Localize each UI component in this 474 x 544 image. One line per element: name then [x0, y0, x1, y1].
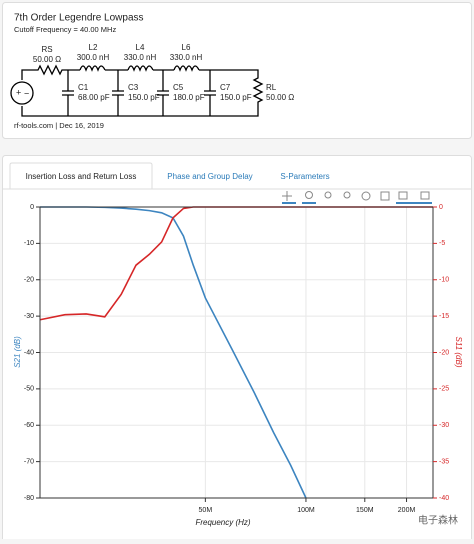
component-value: 300.0 nH	[77, 53, 110, 62]
svg-text:−: −	[24, 88, 29, 98]
subtitle: Cutoff Frequency = 40.00 MHz	[14, 25, 116, 34]
title: 7th Order Legendre Lowpass	[14, 13, 144, 24]
y2-tick-label: -30	[439, 422, 449, 429]
hover[interactable]	[398, 191, 408, 200]
hover[interactable]	[420, 191, 430, 200]
toolbar	[282, 191, 432, 204]
y2-tick-label: -25	[439, 386, 449, 393]
component-value: 50.00 Ω	[266, 93, 294, 102]
component-name: C7	[220, 83, 231, 92]
active-tab-border	[9, 162, 153, 189]
reset[interactable]	[361, 191, 371, 201]
x-tick-label: 200M	[398, 507, 416, 514]
chart-card	[2, 155, 472, 544]
y2-tick-label: -5	[439, 240, 445, 247]
component-value: 330.0 nH	[124, 53, 157, 62]
y-tick-label: -40	[24, 349, 34, 356]
component-name: L6	[182, 43, 191, 52]
y-tick-label: 0	[30, 204, 34, 211]
y2-tick-label: -20	[439, 349, 449, 356]
zoom-in[interactable]	[324, 191, 332, 199]
x-tick-label: 150M	[356, 507, 374, 514]
footer: rf-tools.com | Dec 16, 2019	[14, 121, 104, 130]
x-tick-label: 50M	[199, 507, 213, 514]
y2-tick-label: -40	[439, 495, 449, 502]
tab[interactable]: Insertion Loss and Return Loss	[26, 172, 137, 181]
x-tick-label: 100M	[297, 507, 315, 514]
y-tick-label: -80	[24, 495, 34, 502]
component-value: 330.0 nH	[170, 53, 203, 62]
watermark: 电子森林	[418, 514, 458, 527]
y2-axis-label: S11 (dB)	[454, 337, 463, 368]
y-tick-label: -30	[24, 313, 34, 320]
x-axis-label: Frequency (Hz)	[195, 518, 250, 527]
svg-text:+: +	[16, 87, 21, 97]
y-axis-label: S21 (dB)	[13, 336, 22, 368]
save[interactable]	[380, 191, 390, 201]
component-name: C3	[128, 83, 139, 92]
y2-tick-label: -35	[439, 458, 449, 465]
zoom-out[interactable]	[343, 191, 351, 199]
zoom-tool[interactable]	[305, 191, 313, 199]
tab[interactable]: Phase and Group Delay	[167, 172, 252, 181]
component-value: 150.0 pF	[220, 93, 252, 102]
y-tick-label: -70	[24, 458, 34, 465]
y-tick-label: -20	[24, 277, 34, 284]
y2-tick-label: -15	[439, 313, 449, 320]
y2-tick-label: -10	[439, 277, 449, 284]
schematic: + −	[10, 64, 264, 117]
component-value: 50.00 Ω	[33, 55, 61, 64]
component-name: L4	[136, 43, 145, 52]
tab[interactable]: S-Parameters	[280, 172, 329, 181]
component-name: RS	[41, 45, 52, 54]
y-tick-label: -50	[24, 386, 34, 393]
component-name: C1	[78, 83, 89, 92]
component-value: 68.00 pF	[78, 93, 110, 102]
y2-tick-label: 0	[439, 204, 443, 211]
component-value: 180.0 pF	[173, 93, 205, 102]
component-name: L2	[89, 43, 98, 52]
y-tick-label: -60	[24, 422, 34, 429]
component-name: RL	[266, 83, 277, 92]
component-value: 150.0 pF	[128, 93, 160, 102]
pan-tool[interactable]	[282, 191, 292, 201]
y-tick-label: -10	[24, 240, 34, 247]
component-name: C5	[173, 83, 184, 92]
